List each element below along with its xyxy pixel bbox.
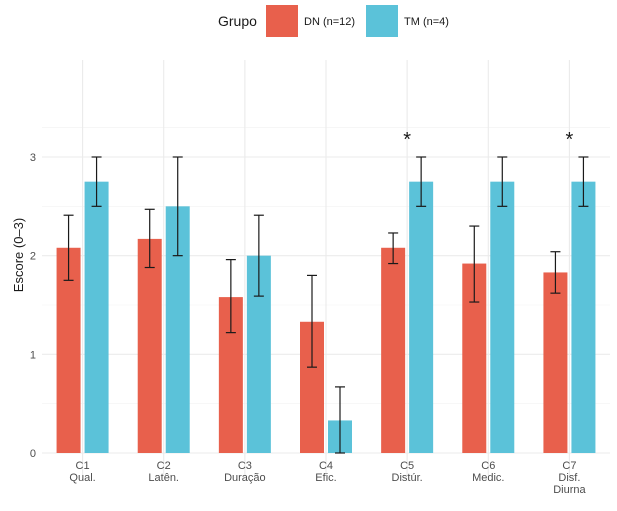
bar	[84, 181, 109, 453]
bar	[409, 181, 434, 453]
legend-items: DN (n=12) TM (n=4)	[266, 5, 449, 37]
legend-title: Grupo	[218, 13, 257, 29]
x-tick-labels: C1 Qual. C2 Latên. C3 Duração C4 Efic. C5 Distúr.…	[69, 460, 586, 496]
legend-swatch	[266, 5, 298, 37]
x-tick-label: C3 Duração	[224, 460, 266, 484]
y-axis-title: Escore (0–3)	[11, 218, 26, 292]
bar	[543, 272, 568, 453]
legend-label: TM (n=4)	[404, 16, 449, 28]
bar	[571, 181, 596, 453]
bar	[137, 238, 162, 453]
x-tick-label: C1 Qual.	[69, 460, 95, 484]
error-bars	[63, 156, 589, 454]
legend-swatch	[366, 5, 398, 37]
legend: Grupo DN (n=12) TM (n=4)	[218, 5, 449, 37]
x-tick-label: C6 Medic.	[472, 460, 504, 484]
x-tick-label: C2 Latên.	[148, 460, 179, 484]
significance-annotation: *	[566, 129, 574, 151]
y-tick-labels: 0 1 2 3	[30, 152, 36, 460]
x-tick-label: C5 Distúr.	[392, 460, 423, 484]
y-tick-label: 3	[30, 152, 36, 164]
legend-label: DN (n=12)	[304, 16, 355, 28]
bar	[56, 247, 81, 453]
bar	[490, 181, 515, 453]
annotations: * *	[403, 129, 573, 151]
x-tick-label: C7 Disf. Diurna	[553, 460, 586, 496]
bar	[381, 247, 406, 453]
significance-annotation: *	[403, 129, 411, 151]
y-tick-label: 0	[30, 448, 36, 460]
grid-lines	[42, 60, 610, 475]
y-tick-label: 1	[30, 349, 36, 361]
y-tick-label: 2	[30, 251, 36, 263]
x-tick-label: C4 Efic.	[315, 460, 336, 484]
